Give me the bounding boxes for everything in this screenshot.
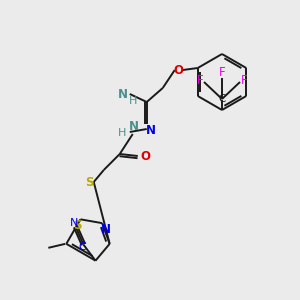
- Text: N: N: [101, 223, 111, 236]
- Text: C: C: [218, 94, 226, 104]
- Text: F: F: [197, 74, 203, 88]
- Text: S: S: [73, 219, 82, 232]
- Text: N: N: [146, 124, 156, 137]
- Text: O: O: [174, 64, 184, 76]
- Text: H: H: [129, 96, 137, 106]
- Text: F: F: [241, 74, 247, 88]
- Text: F: F: [219, 67, 225, 80]
- Text: S: S: [85, 176, 94, 188]
- Text: O: O: [141, 149, 151, 163]
- Text: H: H: [118, 128, 126, 138]
- Text: N: N: [118, 88, 128, 100]
- Text: N: N: [70, 218, 79, 228]
- Text: N: N: [129, 119, 139, 133]
- Text: C: C: [79, 242, 86, 252]
